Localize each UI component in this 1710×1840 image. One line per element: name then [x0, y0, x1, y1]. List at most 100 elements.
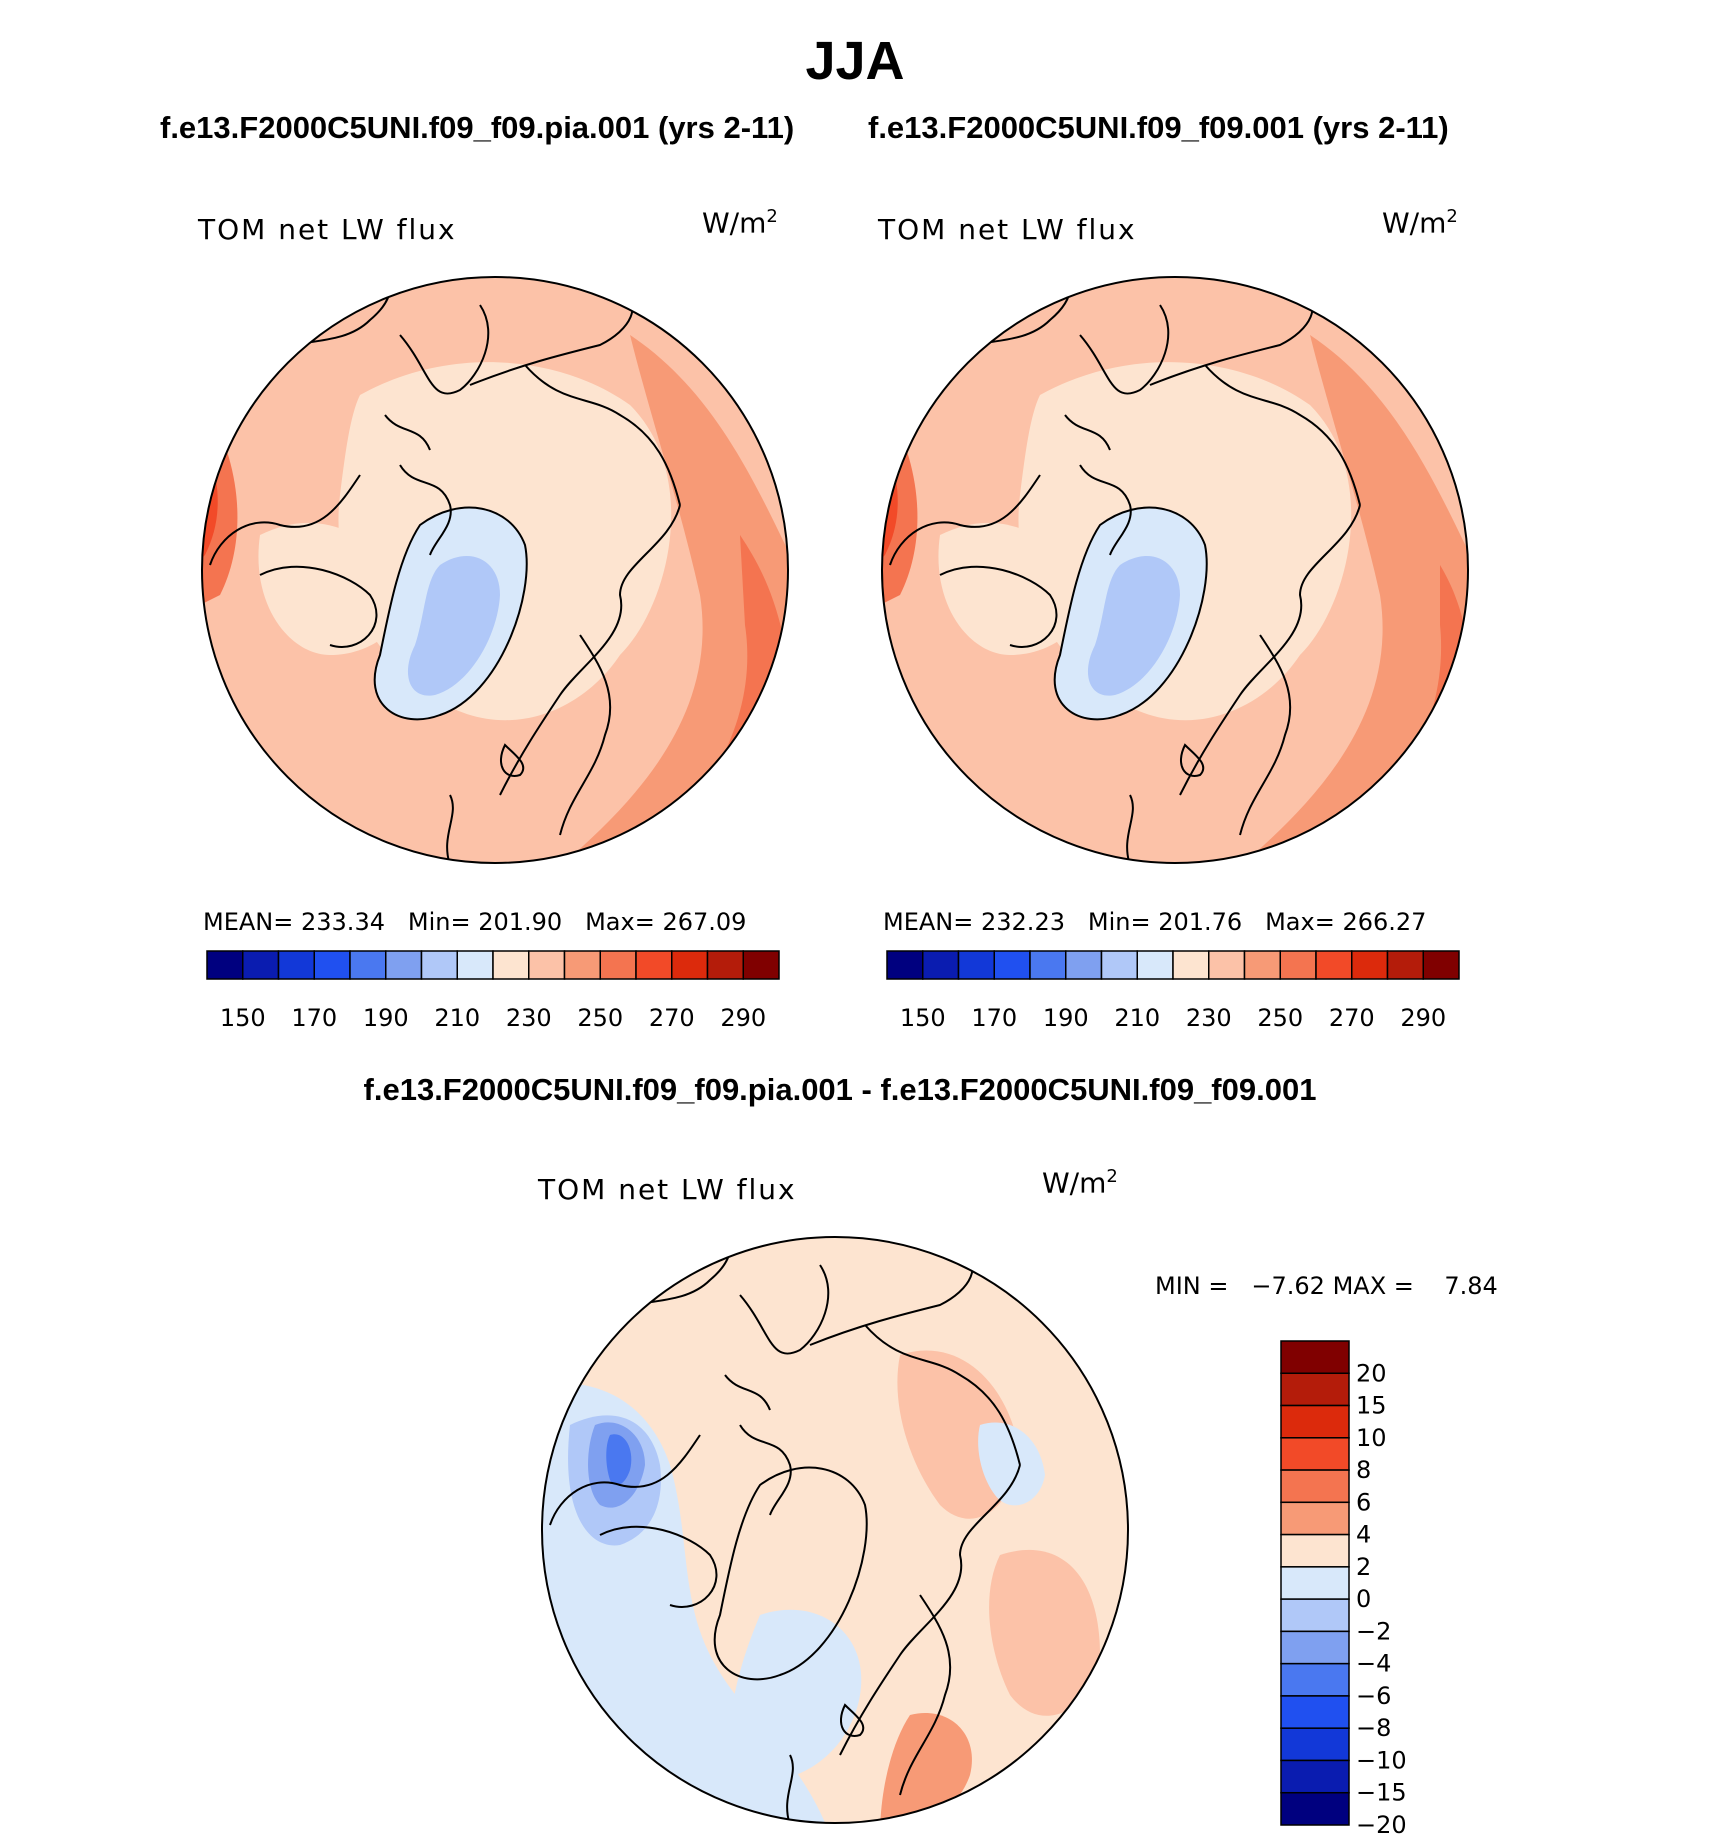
panel1-colorbar-box-4 — [349, 950, 387, 980]
panel3-colorbar-tick-3: 8 — [1356, 1456, 1371, 1484]
panel1-colorbar-box-8 — [492, 950, 530, 980]
panel1-colorbar-tick-1: 170 — [291, 1004, 337, 1032]
panel3-colorbar-box-12 — [1280, 1727, 1350, 1762]
panel2-colorbar-box-3 — [993, 950, 1031, 980]
panel3-colorbar-tick-12: −10 — [1356, 1746, 1407, 1774]
panel1-colorbar-box-0 — [206, 950, 244, 980]
panel3-colorbar-box-1 — [1280, 1372, 1350, 1407]
panel2-colorbar-box-12 — [1315, 950, 1353, 980]
panel2-colorbar-box-6 — [1100, 950, 1138, 980]
panel2-colorbar-tick-3: 210 — [1114, 1004, 1160, 1032]
panel1-colorbar-box-7 — [456, 950, 494, 980]
panel1-colorbar-tick-2: 190 — [363, 1004, 409, 1032]
panel3-colorbar-box-8 — [1280, 1598, 1350, 1633]
panel3-colorbar-tick-1: 15 — [1356, 1392, 1387, 1420]
panel2-colorbar-box-8 — [1172, 950, 1210, 980]
panel1-colorbar-box-11 — [599, 950, 637, 980]
panel2-colorbar-tick-7: 290 — [1400, 1004, 1446, 1032]
panel2-colorbar-tick-0: 150 — [900, 1004, 946, 1032]
panel1-map-border — [201, 276, 789, 864]
panel1-fill-greenland-core — [407, 556, 500, 696]
panel3-colorbar-box-5 — [1280, 1501, 1350, 1536]
panel2-units-label: W/m2 — [1382, 206, 1458, 240]
figure-title: JJA — [805, 31, 905, 91]
panel3-colorbar-box-14 — [1280, 1791, 1350, 1826]
panel2-contours — [882, 277, 1468, 863]
panel2-colorbar-box-10 — [1243, 950, 1281, 980]
panel3-colorbar-tick-7: 0 — [1356, 1585, 1371, 1613]
panel2-colorbar-tick-2: 190 — [1043, 1004, 1089, 1032]
panel1-colorbar-tick-6: 270 — [649, 1004, 695, 1032]
panel2-stats: MEAN= 232.23 Min= 201.76 Max= 266.27 — [883, 908, 1427, 936]
panel1-colorbar-box-3 — [313, 950, 351, 980]
panel2-colorbar-tick-4: 230 — [1186, 1004, 1232, 1032]
panel1-colorbar-tick-0: 150 — [220, 1004, 266, 1032]
panel2-colorbar-box-13 — [1351, 950, 1389, 980]
panel1-colorbar-box-1 — [242, 950, 280, 980]
panel1-colorbar-tick-5: 250 — [577, 1004, 623, 1032]
panel3-map-border — [541, 1236, 1129, 1824]
panel1-fill-canada — [258, 522, 406, 655]
panel3-title: f.e13.F2000C5UNI.f09_f09.pia.001 - f.e13… — [363, 1072, 1317, 1107]
panel3-colorbar-box-3 — [1280, 1437, 1350, 1471]
panel2-colorbar-tick-6: 270 — [1329, 1004, 1375, 1032]
panel2-fill-greenland-core — [1087, 556, 1180, 696]
panel3-colorbar-tick-6: 2 — [1356, 1553, 1371, 1581]
panel2-colorbar: 150 170 190 210 230 250 270 290 — [886, 950, 1460, 1032]
panel2-colorbar-box-15 — [1422, 950, 1460, 980]
panel3-colorbar-box-9 — [1280, 1630, 1350, 1665]
panel2-colorbar-box-7 — [1136, 950, 1174, 980]
panel2-colorbar-box-1 — [922, 950, 960, 980]
panel3-colorbar-tick-10: −6 — [1356, 1682, 1391, 1710]
panel2-polar-map — [881, 276, 1469, 864]
panel2-colorbar-box-2 — [957, 950, 995, 980]
panel1-contours — [202, 277, 788, 863]
panel3-colorbar-box-10 — [1280, 1662, 1350, 1697]
panel3-colorbar-box-13 — [1280, 1759, 1350, 1794]
panel2-map-border — [881, 276, 1469, 864]
panel2-colorbar-box-11 — [1279, 950, 1317, 980]
panel2-title: f.e13.F2000C5UNI.f09_f09.001 (yrs 2-11) — [868, 110, 1449, 145]
panel1-colorbar-box-5 — [385, 950, 423, 980]
panel3-colorbar-tick-8: −2 — [1356, 1617, 1391, 1645]
panel2-colorbar-box-4 — [1029, 950, 1067, 980]
panel1-colorbar-tick-4: 230 — [506, 1004, 552, 1032]
panel1-variable-label: TOM net LW flux — [198, 213, 457, 246]
panel1-colorbar-box-13 — [671, 950, 709, 980]
panel1-colorbar-box-6 — [420, 950, 458, 980]
panel1-stats: MEAN= 233.34 Min= 201.90 Max= 267.09 — [203, 908, 747, 936]
panel3-contours — [542, 1237, 1128, 1823]
panel2-fill-canada — [938, 522, 1086, 655]
panel3-colorbar-tick-4: 6 — [1356, 1488, 1371, 1516]
panel1-polar-map — [201, 276, 789, 864]
panel2-colorbar-box-5 — [1065, 950, 1103, 980]
panel1-colorbar-tick-3: 210 — [434, 1004, 480, 1032]
panel1-colorbar-box-15 — [742, 950, 780, 980]
panel1-colorbar: 150 170 190 210 230 250 270 290 — [206, 950, 780, 1032]
panel3-colorbar-box-0 — [1280, 1340, 1350, 1375]
panel3-colorbar-tick-13: −15 — [1356, 1779, 1407, 1807]
panel3-colorbar-tick-9: −4 — [1356, 1650, 1391, 1678]
panel3-colorbar-tick-2: 10 — [1356, 1424, 1387, 1452]
panel3-colorbar-box-2 — [1280, 1404, 1350, 1439]
panel1-colorbar-box-9 — [528, 950, 566, 980]
panel3-fill-atlantic-cool — [729, 1609, 862, 1781]
panel3-fill-europe-warm — [989, 1549, 1100, 1716]
panel3-colorbar-box-11 — [1280, 1695, 1350, 1729]
panel2-colorbar-box-14 — [1386, 950, 1424, 980]
panel3-variable-label: TOM net LW flux — [538, 1173, 797, 1206]
panel1-colorbar-box-12 — [635, 950, 673, 980]
panel3-stats: MIN = −7.62 MAX = 7.84 — [1155, 1272, 1498, 1300]
panel3-colorbar-tick-11: −8 — [1356, 1714, 1391, 1742]
panel3-colorbar-box-7 — [1280, 1566, 1350, 1600]
panel2-variable-label: TOM net LW flux — [878, 213, 1137, 246]
panel3-units-label: W/m2 — [1042, 1166, 1118, 1200]
panel2-colorbar-tick-5: 250 — [1257, 1004, 1303, 1032]
panel3-fill-pacific-coldest — [606, 1434, 632, 1486]
panel1-units-label: W/m2 — [702, 206, 778, 240]
panel3-polar-map — [541, 1236, 1129, 1824]
panel3-colorbar-box-6 — [1280, 1533, 1350, 1568]
panel1-colorbar-box-2 — [277, 950, 315, 980]
panel2-colorbar-box-0 — [886, 950, 924, 980]
